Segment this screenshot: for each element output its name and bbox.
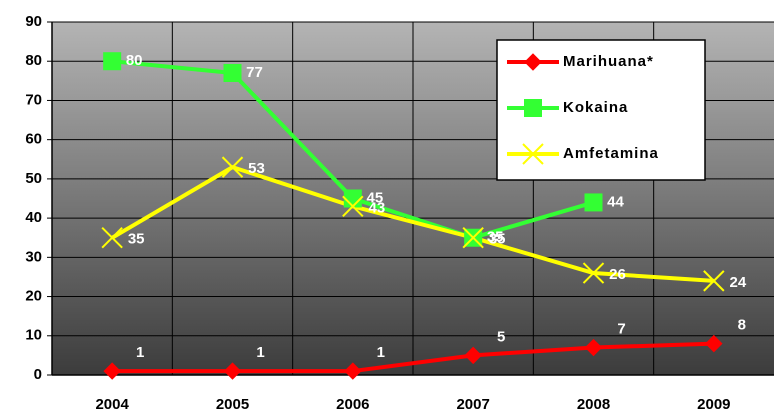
data-label: 35 <box>128 231 145 248</box>
data-label: 43 <box>368 199 385 216</box>
data-label: 1 <box>136 344 144 361</box>
data-label: 8 <box>738 317 746 334</box>
point <box>705 334 723 353</box>
y-tick-label: 50 <box>25 170 42 187</box>
series-line <box>111 165 714 283</box>
x-tick-label: 2005 <box>216 396 249 413</box>
y-tick-label: 20 <box>25 288 42 305</box>
point <box>584 338 603 357</box>
legend-label: Amfetamina <box>563 145 659 162</box>
point <box>703 270 725 292</box>
legend-label: Marihuana* <box>563 53 654 70</box>
point <box>462 227 484 249</box>
series-line <box>112 341 714 374</box>
point <box>464 346 482 365</box>
data-label: 35 <box>487 229 504 246</box>
y-tick-label: 40 <box>25 209 42 226</box>
x-tick-label: 2008 <box>577 396 610 413</box>
x-tick-label: 2006 <box>336 396 369 413</box>
point <box>524 53 542 71</box>
data-label: 5 <box>497 328 505 345</box>
point <box>582 262 605 284</box>
data-label: 26 <box>609 266 626 283</box>
point <box>343 189 362 208</box>
point <box>342 195 364 218</box>
legend-label: Kokaina <box>563 99 628 116</box>
data-label: 35 <box>489 231 506 248</box>
y-tick-label: 30 <box>25 248 42 265</box>
data-label: 53 <box>248 160 265 177</box>
point <box>103 362 121 380</box>
y-tick-label: 70 <box>25 91 42 108</box>
point <box>221 156 244 178</box>
x-tick-label: 2009 <box>697 396 730 413</box>
y-tick-label: 0 <box>34 366 42 383</box>
data-label: 24 <box>729 274 746 291</box>
point <box>101 227 123 249</box>
data-label: 44 <box>607 193 624 210</box>
point <box>524 99 542 117</box>
data-label: 1 <box>256 344 264 361</box>
y-tick-label: 90 <box>25 13 42 30</box>
y-tick-label: 60 <box>25 131 42 148</box>
data-label: 45 <box>366 189 383 206</box>
x-tick-label: 2004 <box>95 396 129 413</box>
point <box>223 362 242 380</box>
point <box>584 193 603 212</box>
point <box>522 143 544 165</box>
data-label: 77 <box>246 64 263 81</box>
point <box>103 52 122 71</box>
data-label: 1 <box>377 344 385 361</box>
data-label: 7 <box>617 321 625 338</box>
data-label: 80 <box>126 52 143 69</box>
point <box>344 362 362 380</box>
point <box>223 63 242 82</box>
x-tick-label: 2007 <box>456 396 489 413</box>
y-tick-label: 10 <box>25 327 42 344</box>
y-tick-label: 80 <box>25 52 42 69</box>
